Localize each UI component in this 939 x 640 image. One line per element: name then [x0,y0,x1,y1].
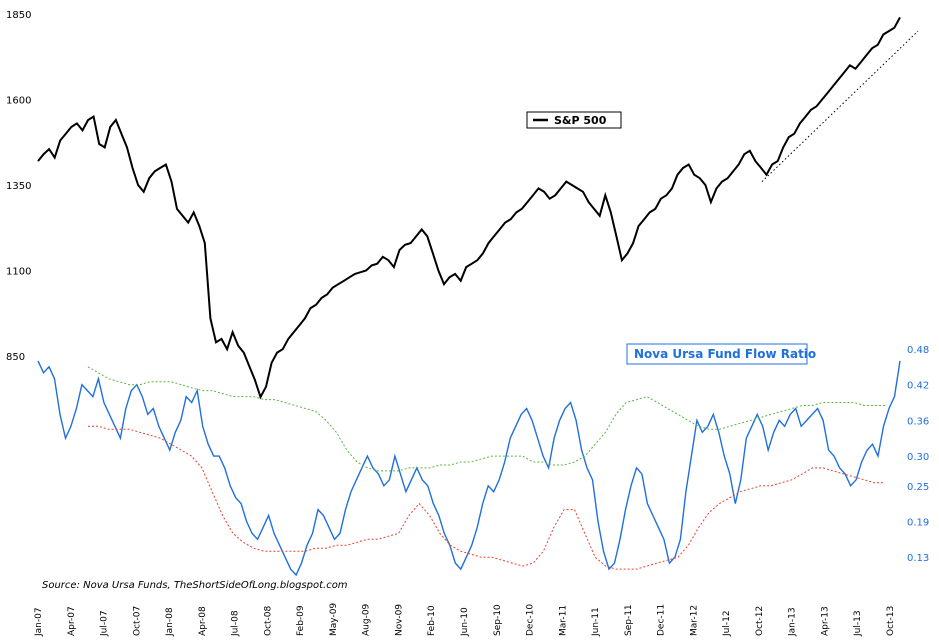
legend-nova-box [626,343,808,365]
x-tick-label: Sep-10 [493,604,503,636]
x-tick-label: Apr-13 [820,606,830,636]
legend-sp500: S&P 500 [526,111,622,129]
right-tick-label: 0.25 [907,482,929,493]
right-tick-label: 0.13 [907,553,929,564]
x-tick-label: May-09 [329,603,339,636]
left-tick-label: 1100 [6,267,31,278]
x-tick-label: Apr-07 [67,606,77,636]
legend-sp500-label: S&P 500 [554,114,607,127]
x-tick-label: Oct-13 [886,606,896,636]
series-nova-ursa-line [37,360,901,577]
left-tick-label: 1600 [6,96,31,107]
x-tick-label: Sep-11 [624,604,634,636]
right-tick-label: 0.19 [907,517,929,528]
series-trend-line [761,30,919,182]
x-tick-label: Jul-08 [231,610,241,637]
x-tick-label: Apr-08 [198,606,208,636]
right-axis-ticks: 0.48 0.42 0.36 0.30 0.25 0.19 0.13 [907,345,929,564]
x-axis-ticks: Jan-07 Apr-07 Jul-07 Oct-07 Jan-08 Apr-08 Jul-… [34,603,896,637]
x-tick-label: Dec-10 [526,604,536,636]
x-tick-label: Mar-11 [558,605,568,636]
x-tick-label: Oct-07 [132,606,142,636]
x-tick-label: Aug-09 [362,603,372,636]
x-tick-label: Jun-11 [591,607,601,637]
x-tick-label: Jan-08 [165,607,175,637]
x-tick-label: Feb-09 [296,605,306,636]
series-lower-band [88,425,885,570]
right-tick-label: 0.36 [907,416,929,427]
legend-sp500-box [526,111,622,129]
x-tick-label: Feb-10 [427,605,437,636]
x-tick-label: Dec-11 [657,604,667,636]
left-tick-label: 1850 [6,10,31,21]
legend-nova: Nova Ursa Fund Flow Ratio [626,343,816,365]
x-tick-label: Jul-12 [722,610,732,637]
left-tick-label: 850 [6,352,25,363]
legend-nova-label: Nova Ursa Fund Flow Ratio [634,347,816,361]
x-tick-label: Oct-08 [263,605,273,636]
right-tick-label: 0.30 [907,452,929,463]
series-sp500-line [37,16,901,400]
x-tick-label: Jul-13 [853,610,863,637]
series-layer [37,16,919,577]
source-note: Source: Nova Ursa Funds, TheShortSideOfL… [42,580,348,591]
left-axis-ticks: 1850 1600 1350 1100 850 [6,10,31,363]
x-tick-label: Jun-10 [460,607,470,637]
right-tick-label: 0.48 [907,345,929,356]
x-tick-label: Jan-13 [788,607,798,637]
x-tick-label: Oct-12 [755,606,765,636]
x-tick-label: Jan-07 [34,607,44,637]
x-tick-label: Nov-09 [394,604,404,636]
x-tick-label: Mar-12 [689,605,699,636]
series-upper-band [87,366,885,472]
right-tick-label: 0.42 [907,381,929,392]
x-tick-label: Jul-07 [100,610,110,637]
left-tick-label: 1350 [6,181,31,192]
